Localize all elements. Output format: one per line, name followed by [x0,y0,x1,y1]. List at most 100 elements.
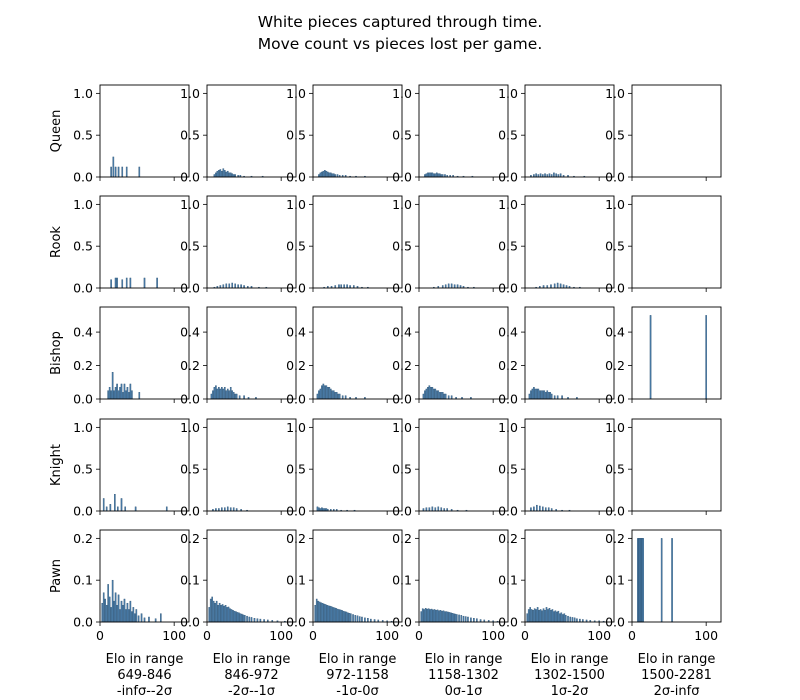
axes-frame [524,306,615,400]
bar [319,172,322,178]
bar [229,172,232,178]
column-label-line2: 1302-1500 [534,668,605,683]
bar [425,388,428,400]
bar [451,613,454,623]
x-tick-label: 100 [694,628,718,643]
bar [430,172,432,178]
x-tick-label: 0 [521,628,529,643]
bar [530,390,532,400]
bar [330,388,332,400]
y-tick-label: 0.0 [73,170,93,185]
bar [320,602,322,623]
bar [342,610,345,623]
bar [527,609,530,623]
bar [216,170,219,178]
bar [321,507,323,512]
bar [314,605,317,623]
y-tick-label: 0.0 [286,170,306,185]
bar [560,612,563,623]
axes-frame [524,529,615,623]
y-tick-label: 0.5 [605,462,625,477]
bar [315,598,318,623]
column-label-line3: 1σ-2σ [551,684,589,699]
bar [556,611,558,623]
y-tick-label: 0.0 [73,281,93,296]
panel-knight-col1: 0.0 0.5 1.0 [73,418,190,519]
bar [434,173,437,178]
bar [441,392,444,400]
bar [221,170,223,178]
y-tick-label: 1.0 [180,86,200,101]
bar [338,609,340,623]
bar [454,613,457,623]
bar [431,172,434,178]
y-tick-label: 0.1 [286,573,306,588]
bar [440,392,443,400]
bar [542,608,545,623]
bar [428,172,431,178]
axes-frame [524,84,615,178]
y-tick-label: 0.5 [286,128,306,143]
panel-rook-col6: 0.0 0.5 1.0 [605,195,722,296]
y-tick-label: 0.5 [180,462,200,477]
y-tick-label: 0.1 [73,573,93,588]
y-tick-label: 0.5 [73,128,93,143]
figure-title-line2: Move count vs pieces lost per game. [258,35,543,53]
y-tick-label: 0.2 [180,531,200,546]
figure-title-line1: White pieces captured through time. [258,13,543,31]
bar [125,609,127,623]
bar [535,173,537,178]
bar [215,385,217,400]
bar [445,611,448,623]
panel-knight-col4: 0.0 0.5 1.0 [392,418,509,519]
x-tick-label: 100 [375,628,399,643]
bar [226,170,229,178]
bar [137,615,140,623]
bar [555,173,557,178]
column-label-line1: Elo in range [638,652,716,667]
axes-frame [206,418,297,512]
bar [330,606,333,623]
y-tick-label: 1.0 [392,197,412,212]
bar [420,611,423,623]
y-tick-label: 0.0 [605,392,625,407]
bar [441,610,443,623]
bar [553,283,556,289]
bar [327,171,329,178]
y-tick-label: 0.5 [392,462,412,477]
panel-queen-col3: 0.0 0.5 1.0 [286,84,403,185]
y-tick-label: 0.5 [392,239,412,254]
y-tick-label: 1.0 [286,420,306,435]
bar [536,607,539,623]
y-tick-label: 0.0 [180,615,200,630]
y-tick-label: 1.0 [605,86,625,101]
panel-knight-col6: 0.0 0.5 1.0 [605,418,722,519]
x-tick-label: 0 [96,628,104,643]
bar [114,277,117,289]
panel-grid: 0.00.51.00.00.51.00.00.51.00.00.51.00.00… [49,84,722,699]
panel-rook-col2: 0.0 0.5 1.0 [180,195,297,296]
y-tick-label: 0.5 [498,239,518,254]
row-label-pawn: Pawn [49,559,64,593]
bar [218,387,220,400]
bar [120,383,123,400]
bar [237,284,239,289]
y-tick-label: 1.0 [392,420,412,435]
bar [565,615,567,623]
axes-frame [312,418,403,512]
bar [104,598,106,623]
bar [559,283,562,289]
bar [219,388,222,400]
y-tick-label: 0.2 [286,358,306,373]
bar [234,393,236,400]
bar [325,170,328,178]
bar [231,390,234,400]
panel-rook-col4: 0.0 0.5 1.0 [392,195,509,296]
axes-frame [99,529,190,623]
bar [327,605,330,623]
bar [549,392,552,400]
bar [322,170,325,178]
bar [226,388,229,400]
bar [433,388,435,400]
bar [436,390,438,400]
